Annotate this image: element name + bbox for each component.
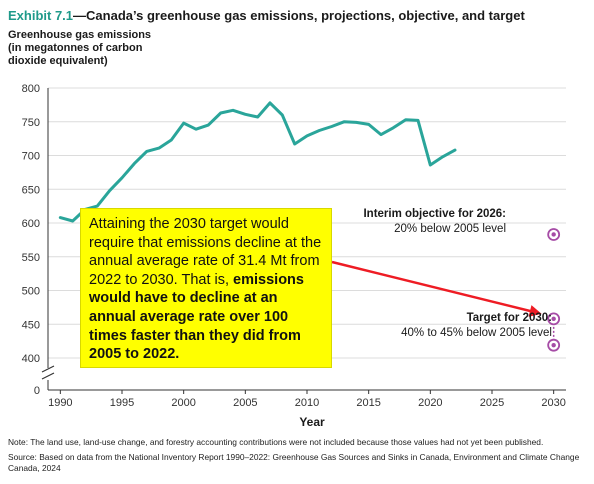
x-tick-label: 2015 — [356, 397, 380, 409]
axis-lines: 0 — [34, 88, 566, 397]
emissions-series-line — [58, 101, 457, 223]
y-axis-title: Greenhouse gas emissions (in megatonnes … — [8, 29, 152, 67]
x-axis-title: Year — [299, 415, 325, 429]
interim-objective-label: Interim objective for 2026: — [363, 208, 506, 220]
y-tick-label: 700 — [22, 151, 40, 163]
callout-arrow — [331, 260, 534, 314]
target-desc: 40% to 45% below 2005 level — [401, 327, 552, 339]
chart-source: Source: Based on data from the National … — [8, 452, 580, 473]
y-tick-label: 550 — [22, 252, 40, 264]
interim-objective-desc: 20% below 2005 level — [394, 223, 506, 235]
exhibit-number: Exhibit 7.1 — [8, 8, 74, 23]
target-marker-dot — [551, 316, 556, 322]
x-tick-label: 2020 — [418, 397, 442, 409]
target-marker-dot — [551, 232, 556, 237]
x-tick-label: 2005 — [233, 397, 257, 409]
y-tick-label: 450 — [22, 319, 40, 331]
target-label: Target for 2030: — [466, 312, 552, 324]
x-tick-label: 2010 — [295, 397, 319, 409]
x-tick-label: 1990 — [48, 397, 72, 409]
callout-bold-text: emissions would have to decline at an an… — [89, 271, 304, 363]
target-marker-dot — [551, 342, 556, 348]
y-tick-label: 500 — [22, 286, 40, 298]
y-tick-label: 650 — [22, 184, 40, 196]
callout-box: Attaining the 2030 target would require … — [80, 208, 332, 368]
y-tick-label: 600 — [22, 218, 40, 230]
x-tick-label: 1995 — [110, 397, 134, 409]
interim-objective-annotation: Interim objective for 2026: 20% below 20… — [363, 207, 506, 237]
y-tick-label: 800 — [22, 83, 40, 95]
y-tick-label: 750 — [22, 117, 40, 129]
callout-arrow-head — [528, 305, 542, 317]
chart-note: Note: The land use, land-use change, and… — [8, 437, 544, 447]
axis-break-mark — [41, 365, 55, 380]
target-annotation: Target for 2030: 40% to 45% below 2005 l… — [401, 311, 552, 341]
y-tick-zero: 0 — [34, 385, 40, 397]
callout-text: Attaining the 2030 target would require … — [89, 216, 322, 288]
y-tick-label: 400 — [22, 353, 40, 365]
chart-title: Exhibit 7.1—Canada’s greenhouse gas emis… — [8, 8, 525, 23]
x-tick-labels: 1990 1995 2000 2005 2010 2015 2020 2025 2030 — [48, 390, 566, 409]
exhibit-title: —Canada’s greenhouse gas emissions, proj… — [73, 8, 525, 23]
y-tick-labels: 800 750 700 650 600 550 500 450 400 — [22, 83, 40, 365]
x-tick-label: 2030 — [541, 397, 565, 409]
target-markers — [331, 228, 561, 352]
x-tick-label: 2000 — [171, 397, 195, 409]
x-tick-label: 2025 — [480, 397, 504, 409]
